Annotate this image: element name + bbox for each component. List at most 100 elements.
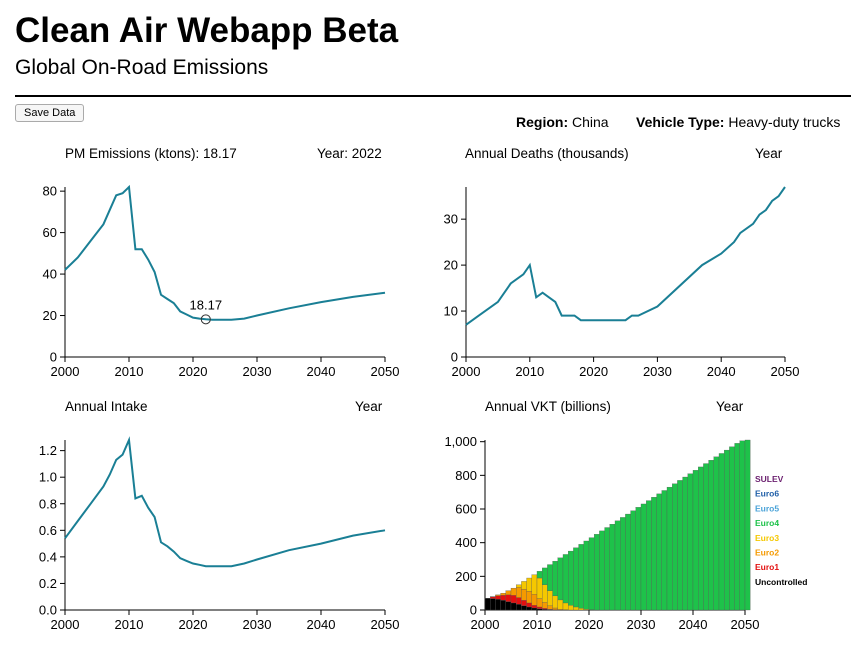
vkt-bar-euro4 [625, 513, 631, 611]
vkt-bar-euro2 [510, 587, 517, 596]
vkt-bar-euro3 [531, 574, 538, 595]
vkt-bar-euro4 [594, 534, 600, 611]
vkt-bar-uncontrolled [484, 598, 491, 611]
vkt-bar-uncontrolled [516, 604, 522, 611]
header-divider [15, 95, 851, 97]
vkt-x-tick-label: 2050 [731, 617, 760, 632]
vkt-bar-euro2 [495, 594, 501, 597]
vkt-bar-uncontrolled [510, 602, 517, 611]
intake-axes: 2000 2010 2020 2030 2040 2050 0.0 0.2 0.4 0.6 0.8 1… [39, 440, 399, 632]
vkt-bar-euro2 [526, 590, 532, 604]
vkt-y-tick-label: 800 [455, 468, 477, 483]
vkt-bar-euro4 [588, 537, 595, 610]
pm-y-tick-label: 80 [43, 184, 57, 199]
vkt-bar-euro2 [500, 593, 506, 596]
vkt-bar-euro2 [542, 602, 548, 609]
vkt-y-tick-label: 200 [455, 569, 477, 584]
vkt-bar-euro4 [713, 456, 720, 611]
vkt-bar-euro3 [521, 581, 527, 590]
deaths-y-tick-label: 20 [444, 258, 458, 273]
vkt-bar-euro1 [542, 608, 548, 610]
vkt-bar-euro3 [526, 577, 532, 592]
deaths-chart-year: Year [755, 146, 783, 161]
vkt-bar-euro3 [536, 577, 543, 599]
vkt-bar-euro4 [573, 547, 579, 608]
pm-x-tick-label: 2050 [371, 364, 400, 379]
vkt-bar-euro1 [500, 595, 506, 601]
intake-y-tick-label: 0.8 [39, 496, 57, 511]
vkt-bar-euro4 [729, 446, 735, 611]
vkt-bar-euro1 [490, 596, 496, 599]
vkt-bar-euro2 [552, 607, 558, 610]
vkt-bar-uncontrolled [490, 598, 496, 611]
pm-y-tick-label: 60 [43, 225, 57, 240]
vkt-bar-euro2 [516, 587, 522, 598]
vkt-y-tick-label: 400 [455, 535, 477, 550]
vkt-bar-euro4 [677, 480, 683, 611]
vkt-bar-euro4 [620, 517, 626, 611]
vkt-bar-uncontrolled [495, 599, 501, 611]
vkt-legend-euro6: Euro6 [755, 489, 779, 499]
vkt-bar-euro1 [505, 594, 512, 602]
vkt-bar-euro4 [536, 571, 543, 579]
vkt-bar-euro3 [516, 584, 522, 588]
intake-y-tick-label: 0.2 [39, 576, 57, 591]
vkt-legend-euro3: Euro3 [755, 533, 779, 543]
vkt-bar-euro4 [552, 561, 558, 597]
vkt-bar-euro1 [526, 602, 532, 608]
vkt-bar-euro4 [692, 470, 699, 611]
vkt-bar-euro4 [614, 520, 621, 611]
vkt-bar-uncontrolled [531, 607, 538, 611]
vkt-bar-uncontrolled [536, 608, 543, 611]
vkt-x-tick-label: 2030 [627, 617, 656, 632]
intake-y-tick-label: 1.2 [39, 443, 57, 458]
region-value: China [572, 114, 609, 130]
intake-y-tick-label: 1.0 [39, 470, 57, 485]
vkt-bar-euro1 [521, 600, 527, 606]
vkt-bar-uncontrolled [526, 606, 532, 611]
vkt-bar-euro4 [661, 490, 668, 611]
vkt-bar-euro4 [698, 466, 704, 611]
pm-x-tick-label: 2030 [243, 364, 272, 379]
vkt-bar-euro2 [536, 598, 543, 608]
vkt-bar-euro3 [562, 602, 569, 610]
vkt-bar-euro4 [635, 507, 642, 611]
vkt-bar-euro4 [562, 554, 569, 604]
vkt-bar-euro3 [547, 590, 553, 606]
vkt-bar-euro4 [687, 473, 694, 611]
intake-y-tick-label: 0.4 [39, 549, 57, 564]
pm-x-tick-label: 2040 [307, 364, 336, 379]
region-label: Region: [516, 114, 569, 130]
vkt-bar-euro4 [724, 449, 730, 611]
intake-x-tick-label: 2000 [51, 617, 80, 632]
vkt-bar-euro1 [495, 595, 501, 600]
pm-x-tick-label: 2020 [179, 364, 208, 379]
deaths-y-tick-label: 10 [444, 304, 458, 319]
vkt-legend-euro2: Euro2 [755, 548, 779, 558]
vkt-bar-euro4 [682, 476, 688, 611]
vkt-bar-euro1 [516, 597, 522, 605]
pm-y-tick-label: 20 [43, 308, 57, 323]
save-data-button[interactable]: Save Data [15, 104, 85, 122]
vehicle-type-label: Vehicle Type: [636, 114, 725, 130]
pm-series-line [64, 184, 386, 321]
intake-y-tick-label: 0.6 [39, 523, 57, 538]
vkt-x-tick-label: 2020 [575, 617, 604, 632]
deaths-x-tick-label: 2000 [452, 364, 481, 379]
vkt-bar-euro4 [609, 524, 616, 611]
vkt-bar-euro4 [672, 483, 678, 611]
deaths-y-tick-label: 0 [451, 350, 458, 365]
vkt-x-tick-label: 2040 [679, 617, 708, 632]
vkt-bar-euro3 [573, 606, 579, 611]
vehicle-type-filter: Vehicle Type: Heavy-duty trucks [636, 114, 840, 130]
region-filter: Region: China [516, 114, 609, 130]
vkt-y-tick-label: 600 [455, 502, 477, 517]
intake-x-tick-label: 2020 [179, 617, 208, 632]
vkt-bar-euro3 [557, 599, 564, 610]
vkt-bar-uncontrolled [500, 600, 506, 611]
vkt-bar-euro4 [703, 463, 709, 611]
vkt-bar-euro2 [505, 590, 512, 596]
pm-y-tick-label: 40 [43, 267, 57, 282]
vkt-bar-euro4 [734, 443, 740, 611]
vkt-bar-uncontrolled [505, 601, 512, 611]
